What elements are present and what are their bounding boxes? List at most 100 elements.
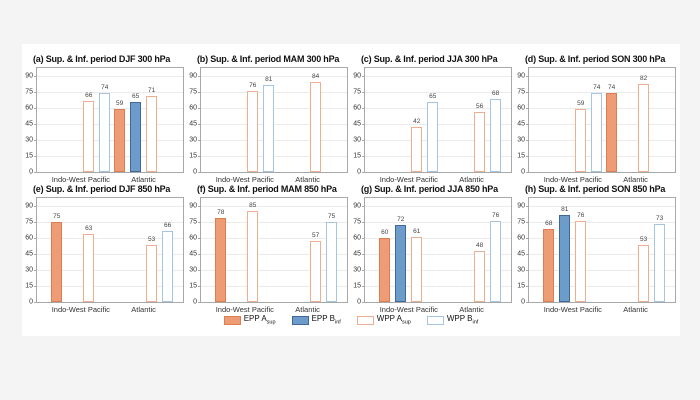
ytick-mark-15 <box>362 285 365 287</box>
panel-title-h: (h) Sup. & Inf. period SON 850 hPa <box>525 184 666 194</box>
legend-swatch-wpp-a-sup <box>356 316 374 326</box>
bar-wpp-a-sup-indo-west-pacific <box>83 234 95 302</box>
ytick-label-30: 30 <box>353 266 361 274</box>
ytick-label-0: 0 <box>357 298 361 306</box>
bar-epp-b-inf-indo-west-pacific <box>559 215 571 302</box>
ytick-mark-60 <box>526 107 529 109</box>
bar-value-label: 68 <box>491 90 500 98</box>
xtick-label-atlantic: Atlantic <box>459 305 484 314</box>
ytick-mark-15 <box>198 155 201 157</box>
ytick-label-30: 30 <box>189 136 197 144</box>
bar-value-label: 66 <box>163 222 172 230</box>
legend-swatch-epp-b-inf <box>291 316 309 326</box>
legend-label-epp-b-inf: EPP Binf <box>311 314 341 326</box>
legend-swatch-wpp-b-inf <box>426 316 444 326</box>
panel-f: (f) Sup. & Inf. period MAM 850 hPa 0 15 30 4… <box>186 184 350 314</box>
gridline-y45 <box>529 253 675 255</box>
plot-area-g: 0 15 30 45 60 75 90 60 72 61 Indo-West Pacific 48 76… <box>353 197 512 314</box>
ytick-mark-75 <box>362 91 365 93</box>
gridline-y45 <box>37 253 183 255</box>
bar-value-label: 75 <box>327 212 336 220</box>
ytick-label-75: 75 <box>189 218 197 226</box>
gridline-y75 <box>529 91 675 93</box>
bar-value-label: 85 <box>249 201 257 209</box>
ytick-label-90: 90 <box>517 202 525 209</box>
plot-area-a: 0 15 30 45 60 75 90 66 74 Indo-West Pacific 59 65 71… <box>25 67 184 184</box>
ytick-label-45: 45 <box>517 250 525 258</box>
bar-wpp-a-sup-indo-west-pacific <box>411 126 423 172</box>
xtick-label-atlantic: Atlantic <box>623 305 648 314</box>
bar-wpp-a-sup-atlantic <box>638 245 650 302</box>
ytick-mark-0 <box>34 302 37 303</box>
bar-value-label: 53 <box>639 236 648 244</box>
ytick-label-30: 30 <box>25 266 33 274</box>
bar-epp-a-sup-indo-west-pacific <box>379 237 391 302</box>
ytick-label-75: 75 <box>517 88 525 96</box>
gridline-y90 <box>37 75 183 77</box>
gridline-y90 <box>201 75 347 77</box>
ytick-mark-0 <box>526 302 529 303</box>
bar-value-label: 68 <box>545 220 553 228</box>
ytick-mark-90 <box>34 205 37 207</box>
ytick-label-45: 45 <box>353 250 361 258</box>
bar-wpp-b-inf-indo-west-pacific <box>591 92 603 172</box>
figure-canvas: (a) Sup. & Inf. period DJF 300 hPa 0 15 30 4… <box>22 44 680 336</box>
gridline-y15 <box>529 285 675 287</box>
xtick-label-indo-west-pacific: Indo-West Pacific <box>543 175 602 184</box>
bar-wpp-b-inf-indo-west-pacific <box>427 102 439 172</box>
ytick-label-15: 15 <box>353 152 361 160</box>
xtick-label-atlantic: Atlantic <box>131 175 156 184</box>
bar-value-label: 57 <box>311 231 320 239</box>
gridline-y75 <box>365 221 511 223</box>
panel-a: (a) Sup. & Inf. period DJF 300 hPa 0 15 30 4… <box>22 54 186 184</box>
bar-wpp-a-sup-atlantic <box>146 245 158 302</box>
ytick-label-0: 0 <box>29 298 33 306</box>
ytick-label-0: 0 <box>29 168 33 176</box>
ytick-mark-75 <box>526 221 529 223</box>
ytick-label-45: 45 <box>517 120 525 128</box>
gridline-y15 <box>201 285 347 287</box>
plot-area-h: 0 15 30 45 60 75 90 68 81 76 Indo-West Pacific 53 73… <box>517 197 676 314</box>
ytick-mark-30 <box>526 269 529 271</box>
panel-c: (c) Sup. & Inf. period JJA 300 hPa 0 15 30 4… <box>350 54 514 184</box>
ytick-label-60: 60 <box>25 104 33 112</box>
ytick-label-60: 60 <box>517 104 525 112</box>
bar-value-label: 65 <box>429 93 437 101</box>
bar-value-label: 81 <box>265 76 273 84</box>
gridline-y60 <box>529 237 675 239</box>
gridline-y90 <box>529 205 675 207</box>
bar-wpp-b-inf-atlantic <box>490 99 502 172</box>
ytick-mark-75 <box>34 221 37 223</box>
panel-title-f: (f) Sup. & Inf. period MAM 850 hPa <box>197 184 337 194</box>
bar-value-label: 72 <box>397 215 405 223</box>
bar-wpp-a-sup-indo-west-pacific <box>411 236 423 302</box>
bar-value-label: 56 <box>475 102 484 110</box>
ytick-label-60: 60 <box>353 234 361 242</box>
ytick-label-60: 60 <box>353 104 361 112</box>
ytick-label-45: 45 <box>189 250 197 258</box>
ytick-mark-30 <box>34 139 37 141</box>
ytick-label-90: 90 <box>25 202 33 209</box>
ytick-label-0: 0 <box>357 168 361 176</box>
ytick-label-0: 0 <box>521 298 525 306</box>
legend-item-epp-b-inf: EPP Binf <box>291 314 341 326</box>
bar-value-label: 78 <box>217 209 225 217</box>
bar-value-label: 48 <box>475 241 484 249</box>
ytick-mark-60 <box>362 107 365 109</box>
xtick-label-atlantic: Atlantic <box>295 305 320 314</box>
bar-value-label: 75 <box>53 212 61 220</box>
bar-wpp-a-sup-indo-west-pacific <box>247 90 259 172</box>
ytick-label-90: 90 <box>517 72 525 79</box>
ytick-label-15: 15 <box>189 282 197 290</box>
bar-wpp-a-sup-indo-west-pacific <box>575 220 587 302</box>
plot-area-e: 0 15 30 45 60 75 90 75 63 Indo-West Pacific 53 66 At… <box>25 197 184 314</box>
ytick-label-45: 45 <box>353 120 361 128</box>
gridline-y75 <box>201 221 347 223</box>
ytick-mark-0 <box>526 172 529 173</box>
bar-value-label: 71 <box>147 86 156 94</box>
panel-title-c: (c) Sup. & Inf. period JJA 300 hPa <box>361 54 498 64</box>
legend-item-epp-a-sup: EPP Asup <box>223 314 276 326</box>
ytick-mark-30 <box>526 139 529 141</box>
ytick-mark-15 <box>34 155 37 157</box>
gridline-y15 <box>365 285 511 287</box>
